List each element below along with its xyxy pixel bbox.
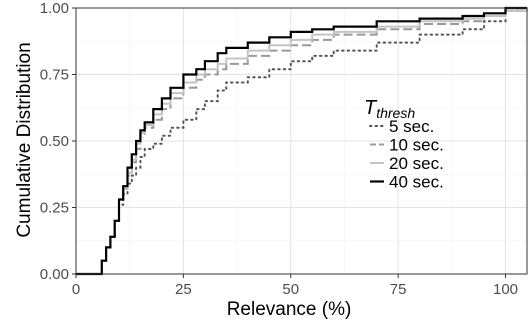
y-tick-label: 1.00: [40, 0, 69, 17]
x-axis-ticks: 0 25 50 75 100: [72, 274, 518, 298]
x-tick-label: 25: [175, 281, 192, 298]
legend-title-main: T: [364, 97, 378, 119]
series-line-40-sec: [76, 6, 527, 276]
x-tick-label: 75: [390, 281, 407, 298]
legend-label: 40 sec.: [389, 173, 444, 192]
x-tick-label: 0: [72, 281, 80, 298]
series-layer: [75, 6, 528, 276]
x-axis-title: Relevance (%): [227, 299, 352, 320]
y-axis-title: Cumulative Distribution: [14, 42, 35, 237]
legend-label: 20 sec.: [389, 154, 444, 173]
y-axis-ticks: 0.00 0.25 0.50 0.75 1.00: [40, 0, 76, 283]
legend-label: 10 sec.: [389, 136, 444, 155]
y-tick-label: 0.25: [40, 200, 69, 217]
legend-title: Tthresh: [364, 97, 415, 121]
legend-title-subscript: thresh: [376, 105, 415, 121]
y-tick-label: 0.00: [40, 266, 69, 283]
legend: Tthresh 5 sec.10 sec.20 sec.40 sec.: [364, 97, 444, 192]
legend-items: 5 sec.10 sec.20 sec.40 sec.: [369, 117, 444, 192]
x-tick-label: 50: [282, 281, 299, 298]
y-tick-label: 0.50: [40, 133, 69, 150]
y-tick-label: 0.75: [40, 67, 69, 84]
legend-label: 5 sec.: [389, 117, 434, 136]
x-tick-label: 100: [493, 281, 518, 298]
minor-gridlines: [76, 8, 527, 274]
